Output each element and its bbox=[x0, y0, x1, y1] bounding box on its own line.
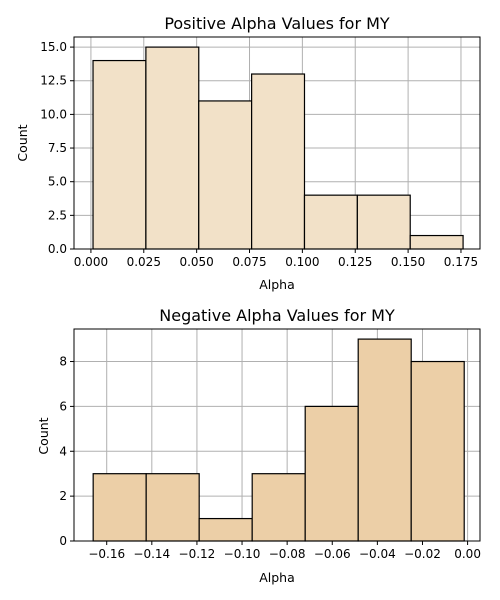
chart-title: Positive Alpha Values for MY bbox=[164, 14, 390, 33]
y-tick-label: 8 bbox=[59, 355, 67, 369]
histogram-bar bbox=[356, 194, 411, 250]
histogram-bar bbox=[304, 405, 359, 542]
histogram-bar bbox=[251, 73, 306, 250]
y-ticks: 0 2 4 6 8 bbox=[59, 355, 74, 548]
x-axis-label: Alpha bbox=[259, 570, 295, 585]
bars bbox=[92, 338, 465, 542]
x-tick-label: −0.14 bbox=[133, 547, 170, 561]
chart-title: Negative Alpha Values for MY bbox=[159, 306, 395, 325]
histogram-bar bbox=[410, 360, 465, 542]
y-tick-label: 0.0 bbox=[48, 242, 67, 256]
x-tick-label: 0.125 bbox=[338, 255, 372, 269]
negative-alpha-histogram: Negative Alpha Values for MY −0.16 −0.14−… bbox=[36, 306, 481, 585]
x-axis-label: Alpha bbox=[259, 277, 295, 292]
y-ticks: 0.0 2.5 5.0 7.5 10.0 12.5 15.0 bbox=[40, 40, 74, 256]
y-tick-label: 12.5 bbox=[40, 74, 67, 88]
y-axis-label: Count bbox=[15, 124, 30, 161]
x-tick-label: 0.175 bbox=[444, 255, 478, 269]
x-tick-label: −0.08 bbox=[269, 547, 306, 561]
histogram-bar bbox=[145, 473, 200, 542]
positive-alpha-histogram: Positive Alpha Values for MY 0.000 0.025 0… bbox=[15, 14, 481, 292]
histogram-bar bbox=[92, 473, 147, 542]
y-tick-label: 2 bbox=[59, 489, 67, 503]
histogram-bar bbox=[357, 338, 412, 542]
x-tick-label: −0.12 bbox=[179, 547, 216, 561]
histogram-bar bbox=[198, 100, 253, 250]
x-tick-label: 0.150 bbox=[391, 255, 425, 269]
x-tick-label: 0.075 bbox=[232, 255, 266, 269]
histogram-bar bbox=[409, 234, 464, 250]
plot-frame bbox=[73, 36, 481, 250]
bars bbox=[92, 46, 464, 250]
y-tick-label: 10.0 bbox=[40, 107, 67, 121]
y-tick-label: 2.5 bbox=[48, 208, 67, 222]
histogram-bar bbox=[303, 194, 358, 250]
y-tick-label: 7.5 bbox=[48, 141, 67, 155]
x-ticks: 0.000 0.025 0.050 0.075 0.100 0.125 0.150 0.175 bbox=[74, 249, 478, 269]
histogram-bar bbox=[198, 517, 253, 542]
histogram-bar bbox=[145, 46, 200, 250]
x-tick-label: 0.050 bbox=[179, 255, 213, 269]
x-ticks: −0.16 −0.14 −0.12 −0.10 −0.08 −0.06 −0.04 −0.02… bbox=[88, 541, 481, 561]
x-tick-label: −0.04 bbox=[359, 547, 396, 561]
x-tick-label: 0.100 bbox=[285, 255, 319, 269]
y-axis-label: Count bbox=[36, 417, 51, 454]
x-tick-label: −0.16 bbox=[88, 547, 125, 561]
y-tick-label: 4 bbox=[59, 444, 67, 458]
x-tick-label: 0.00 bbox=[454, 547, 481, 561]
x-tick-label: 0.025 bbox=[127, 255, 161, 269]
x-tick-label: −0.06 bbox=[314, 547, 351, 561]
histogram-bar bbox=[251, 473, 306, 542]
histogram-bar bbox=[92, 59, 147, 250]
y-tick-label: 5.0 bbox=[48, 175, 67, 189]
y-tick-label: 15.0 bbox=[40, 40, 67, 54]
y-tick-label: 6 bbox=[59, 399, 67, 413]
plot-frame bbox=[73, 328, 481, 542]
x-tick-label: 0.000 bbox=[74, 255, 108, 269]
y-tick-label: 0 bbox=[59, 534, 67, 548]
x-tick-label: −0.02 bbox=[404, 547, 441, 561]
x-tick-label: −0.10 bbox=[224, 547, 261, 561]
